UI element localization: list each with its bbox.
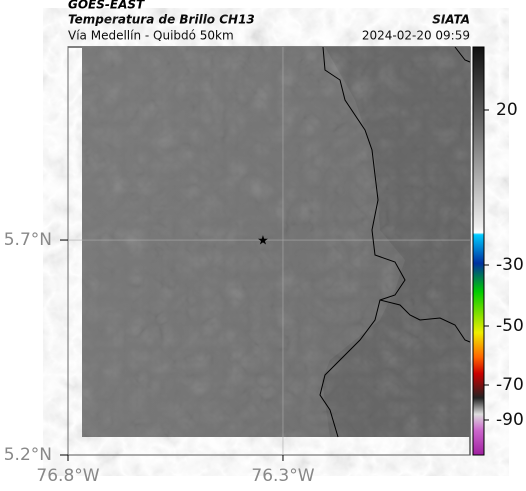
colorbar-tick-label: 20 (496, 100, 518, 120)
border-line (454, 46, 471, 63)
texture (82, 47, 470, 437)
border-line (319, 46, 406, 438)
subtitle: Temperatura de Brillo CH13 (68, 13, 255, 27)
colorbar-tick-label: -70 (496, 375, 524, 395)
title: GOES-EAST (68, 0, 145, 12)
colorbar (472, 46, 485, 456)
header: GOES-EAST Temperatura de Brillo CH13 Vía… (68, 0, 470, 43)
source: SIATA (432, 13, 470, 27)
colorbar-tick-label: -90 (496, 410, 524, 430)
timestamp: 2024-02-20 09:59 (362, 29, 470, 43)
y-tick-label: 5.7°N (4, 230, 52, 250)
x-tick-label: 76.8°W (36, 466, 99, 486)
grid (67, 47, 470, 456)
city-marker: ★ (257, 234, 269, 249)
y-tick-label: 5.2°N (4, 445, 52, 465)
x-tick-label: 76.3°W (251, 466, 314, 486)
border-line (379, 299, 471, 343)
region: Vía Medellín - Quibdó 50km (68, 29, 234, 43)
colorbar-tick-label: -50 (496, 316, 524, 336)
colorbar-tick-label: -30 (496, 255, 524, 275)
